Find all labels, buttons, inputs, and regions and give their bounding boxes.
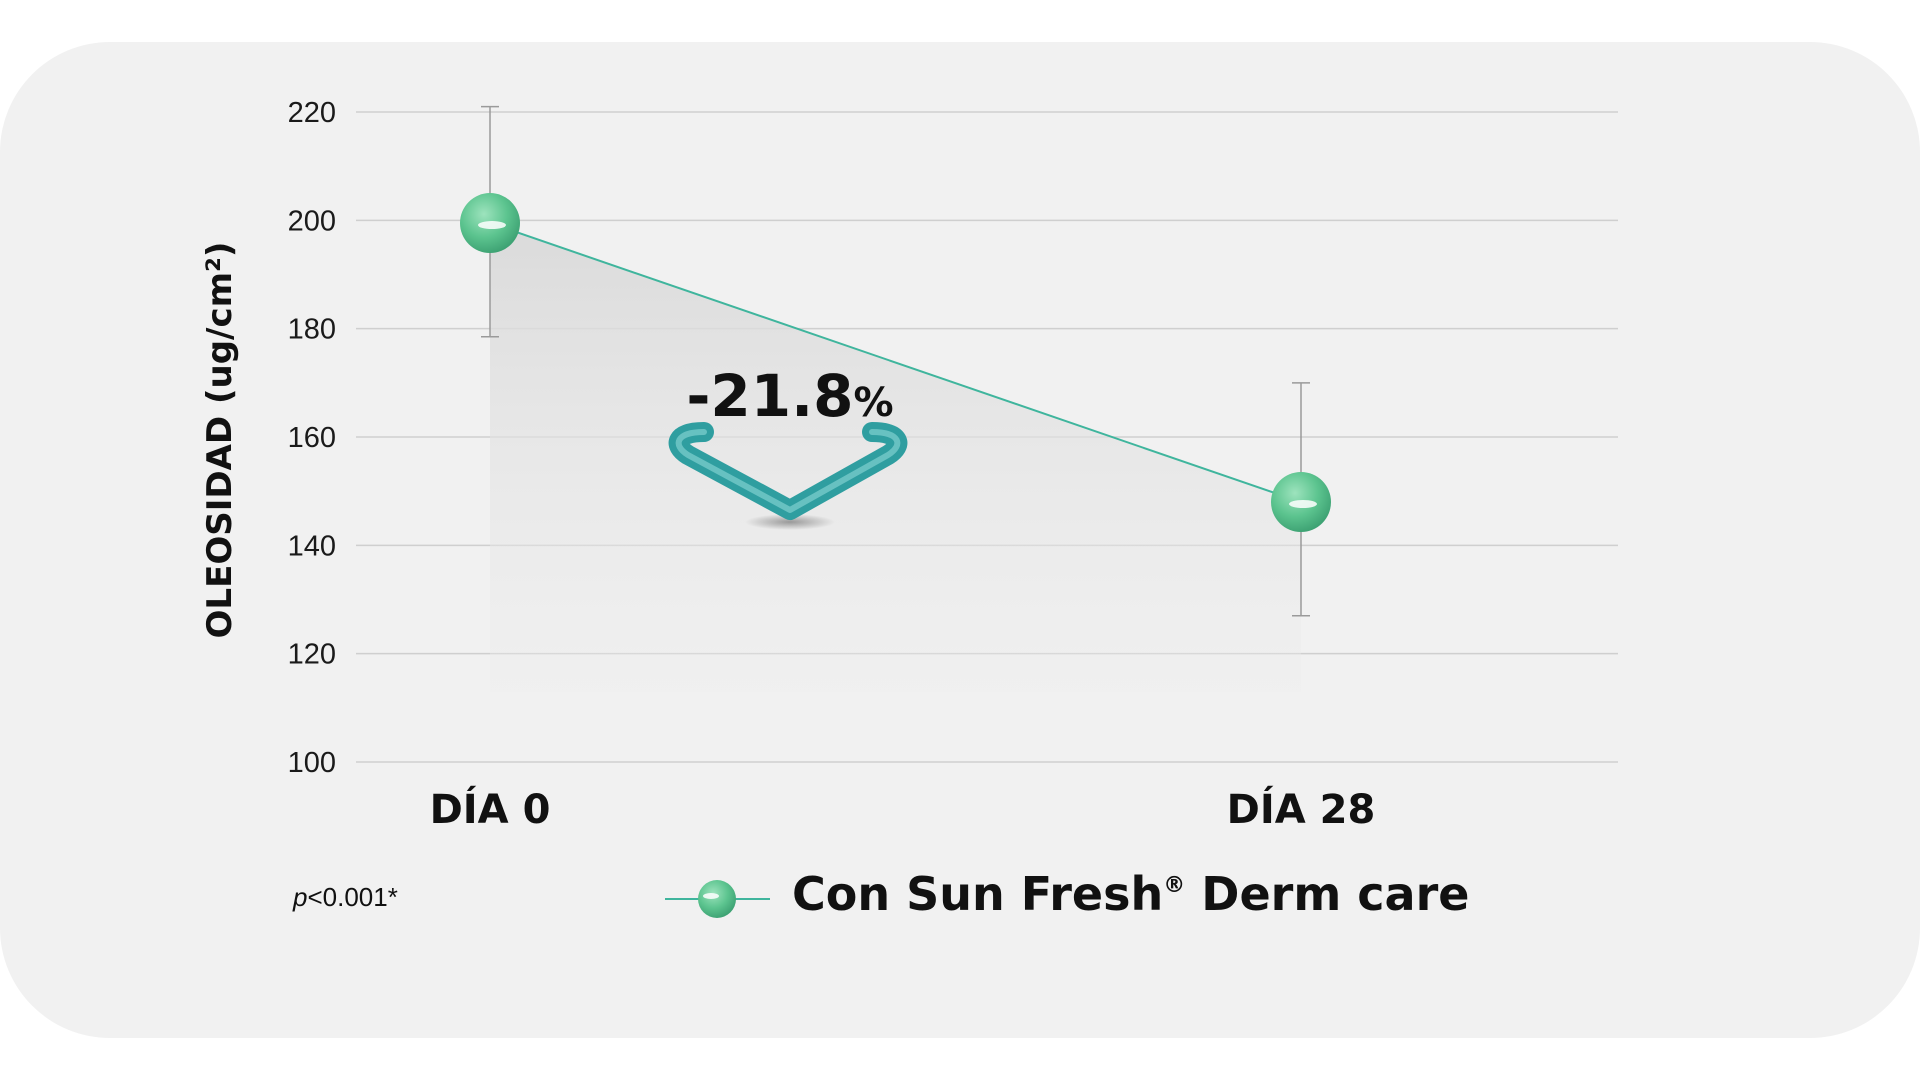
line-layer (489, 222, 1302, 503)
legend: Con Sun Fresh® Derm care (665, 867, 1470, 921)
legend-label-main: Con Sun Fresh (792, 867, 1163, 921)
y-tick-label-200: 200 (288, 205, 336, 237)
y-tick-label-120: 120 (288, 639, 336, 671)
data-point-highlight-1 (1289, 500, 1317, 508)
p-value-footnote: p<0.001* (292, 882, 398, 912)
y-tick-label-220: 220 (288, 97, 336, 129)
p-value-text: <0.001* (307, 882, 397, 912)
legend-marker-highlight (703, 893, 719, 899)
series-line (489, 222, 1302, 503)
change-annotation: -21.8% (668, 362, 908, 530)
legend-registered-mark: ® (1163, 873, 1185, 898)
change-percent-sign: % (854, 380, 894, 426)
y-tick-label-100: 100 (288, 747, 336, 779)
legend-marker-icon (698, 880, 736, 918)
category-label-layer: DÍA 0 DÍA 28 (430, 785, 1376, 833)
x-category-label-0: DÍA 0 (430, 785, 551, 833)
p-symbol: p (292, 882, 307, 912)
legend-label: Con Sun Fresh® Derm care (792, 867, 1470, 921)
arrow-shadow (745, 514, 835, 530)
down-arrow-highlight (675, 429, 901, 513)
y-tick-label-140: 140 (288, 530, 336, 562)
legend-label-suffix: Derm care (1185, 867, 1469, 921)
tick-label-layer: 100 120 140 160 180 200 220 (288, 97, 336, 779)
change-value: -21.8% (686, 362, 893, 430)
data-point-highlight-0 (478, 221, 506, 230)
change-number: -21.8 (686, 362, 853, 430)
y-axis-label: OLEOSIDAD (ug/cm²) (200, 242, 240, 639)
y-tick-label-180: 180 (288, 314, 336, 346)
y-tick-label-160: 160 (288, 422, 336, 454)
x-category-label-1: DÍA 28 (1227, 785, 1376, 833)
point-layer (460, 193, 1331, 532)
